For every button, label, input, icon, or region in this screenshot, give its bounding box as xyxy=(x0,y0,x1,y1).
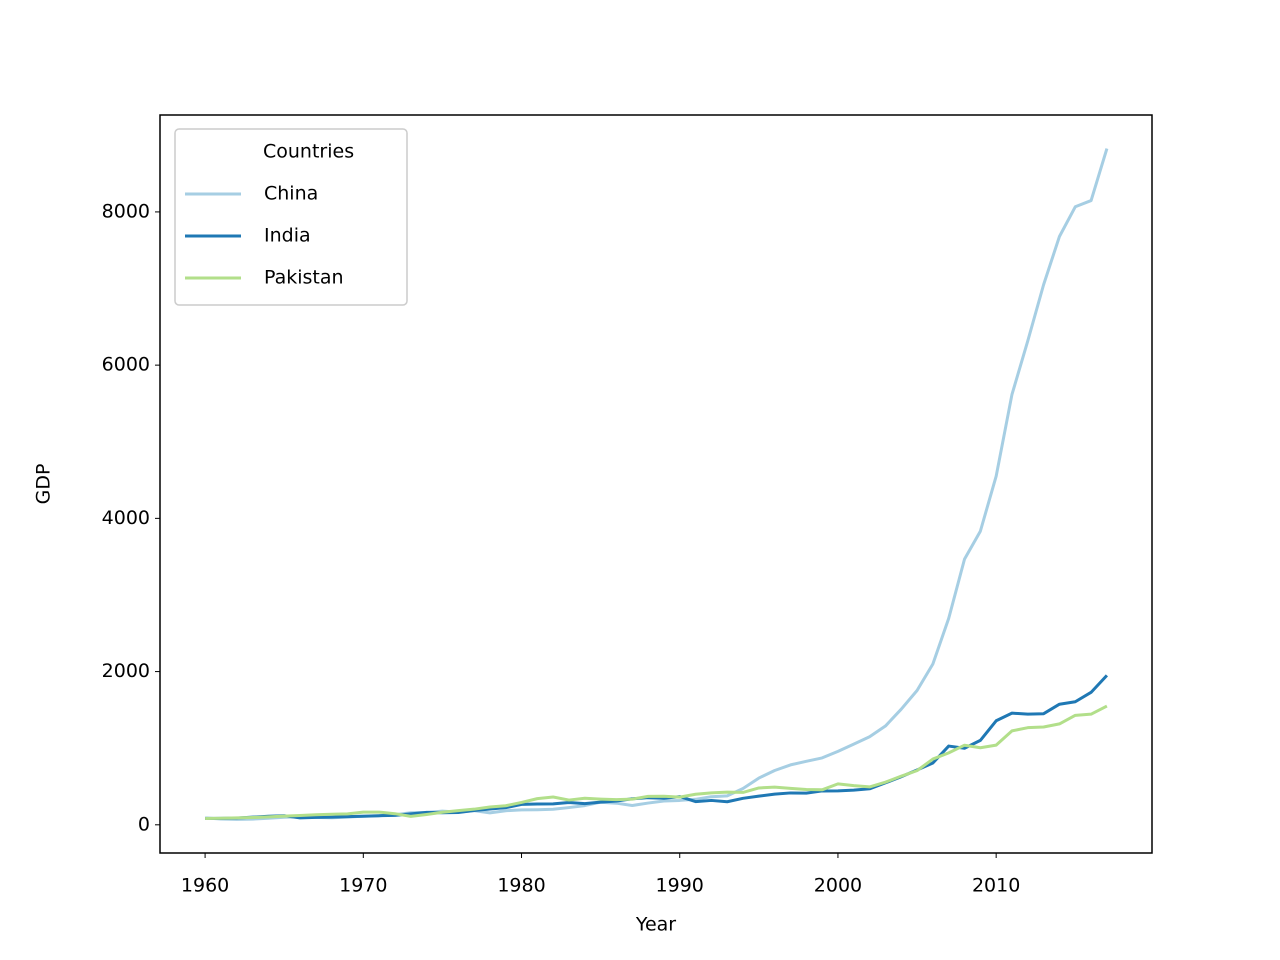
y-tick-label: 6000 xyxy=(102,354,150,376)
line xyxy=(205,704,1108,820)
legend-box xyxy=(174,128,408,306)
x-tick-label: 1990 xyxy=(656,875,704,897)
line xyxy=(205,674,1109,821)
legend-title: Countries xyxy=(263,141,354,163)
y-tick-label: 8000 xyxy=(102,200,150,222)
x-tick-label: 2000 xyxy=(814,875,862,897)
y-tick-label: 0 xyxy=(138,813,150,835)
y-tick-label: 4000 xyxy=(102,507,150,529)
legend-label: China xyxy=(264,183,318,205)
legend-label: India xyxy=(264,225,311,247)
y-axis-label: GDP xyxy=(33,464,55,505)
y-tick-label: 2000 xyxy=(102,660,150,682)
x-tick-label: 1970 xyxy=(339,875,387,897)
plot-frame xyxy=(159,114,1153,854)
x-axis-label: Year xyxy=(635,914,676,936)
legend-label: Pakistan xyxy=(264,267,344,289)
x-tick-label: 2010 xyxy=(972,875,1020,897)
x-tick-label: 1960 xyxy=(181,875,229,897)
x-tick-label: 1980 xyxy=(497,875,545,897)
